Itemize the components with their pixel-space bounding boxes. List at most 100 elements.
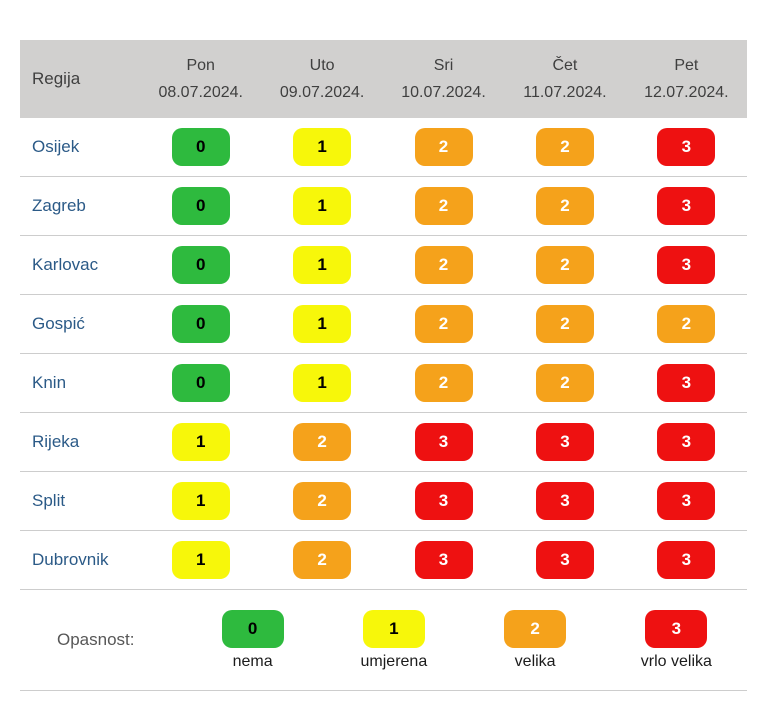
region-name: Rijeka [32,432,80,451]
region-name: Zagreb [32,196,86,215]
day-date: 09.07.2024. [279,83,365,101]
region-name: Split [32,491,66,510]
danger-badge: 2 [293,482,352,520]
legend-badge: 3 [645,609,708,648]
danger-badge: 1 [293,246,352,284]
danger-cell: 3 [504,482,625,520]
danger-badge: 2 [414,128,473,166]
danger-cell: 1 [140,482,261,520]
danger-cell: 3 [626,364,747,402]
danger-cell: 2 [261,541,382,579]
table-row: Karlovac 0 1 2 2 3 [20,236,747,295]
danger-cell: 0 [140,305,261,343]
legend-badge: 1 [362,609,425,648]
danger-badge: 3 [414,541,473,579]
column-header-day-uto: Uto 09.07.2024. [261,40,382,118]
table-row: Knin 0 1 2 2 3 [20,354,747,413]
danger-cell: 2 [383,364,504,402]
danger-badge: 3 [657,423,716,461]
danger-badge: 3 [657,541,716,579]
legend-label: Opasnost: [57,630,135,649]
danger-cell: 3 [383,423,504,461]
danger-badge: 1 [293,364,352,402]
legend: Opasnost: 0 nema 1 umjerena 2 velika 3 vrlo vel… [20,590,747,691]
legend-item-label: nema [232,652,273,670]
danger-cell: 2 [261,423,382,461]
region-name: Knin [32,373,67,392]
danger-badge: 3 [657,128,716,166]
table-header-row: Regija Pon 08.07.2024. Uto 09.07.2024. Sri 10… [20,40,747,118]
danger-cell: 2 [383,305,504,343]
danger-badge: 1 [171,423,230,461]
danger-cell: 3 [626,482,747,520]
danger-cell: 3 [383,541,504,579]
danger-cell: 2 [383,128,504,166]
danger-cell: 2 [626,305,747,343]
legend-item-label: vrlo velika [640,652,712,670]
column-header-day-sri: Sri 10.07.2024. [383,40,504,118]
danger-cell: 1 [140,423,261,461]
danger-cell: 1 [261,246,382,284]
day-name: Pon [186,56,215,74]
danger-cell: 3 [504,423,625,461]
danger-cell: 2 [504,364,625,402]
legend-item: 1 umjerena [323,609,464,671]
danger-badge: 3 [414,482,473,520]
region-name: Dubrovnik [32,550,109,569]
danger-cell: 3 [383,482,504,520]
danger-cell: 3 [504,541,625,579]
danger-badge: 0 [171,128,230,166]
danger-cell: 1 [261,364,382,402]
danger-cell: 2 [383,246,504,284]
legend-badge: 2 [504,609,567,648]
danger-cell: 1 [261,305,382,343]
danger-badge: 3 [657,187,716,225]
day-date: 12.07.2024. [644,83,729,101]
danger-badge: 3 [657,482,716,520]
region-name: Gospić [32,314,85,333]
danger-badge: 2 [535,246,594,284]
danger-cell: 1 [261,187,382,225]
danger-badge: 1 [293,305,352,343]
day-date: 11.07.2024. [523,83,607,101]
danger-cell: 2 [261,482,382,520]
table-row: Dubrovnik 1 2 3 3 3 [20,531,747,590]
danger-cell: 2 [504,128,625,166]
danger-badge: 2 [535,128,594,166]
danger-badge: 3 [535,541,594,579]
fire-danger-table: Regija Pon 08.07.2024. Uto 09.07.2024. Sri 10… [20,40,747,691]
danger-badge: 2 [414,187,473,225]
table-row: Osijek 0 1 2 2 3 [20,118,747,177]
danger-cell: 3 [626,246,747,284]
day-name: Pet [674,56,699,74]
danger-cell: 0 [140,364,261,402]
legend-item-label: umjerena [360,652,428,670]
table-row: Split 1 2 3 3 3 [20,472,747,531]
danger-badge: 2 [414,246,473,284]
danger-badge: 2 [535,305,594,343]
danger-cell: 2 [504,187,625,225]
column-header-region: Regija [32,69,81,88]
region-name: Karlovac [32,255,99,274]
danger-badge: 1 [293,128,352,166]
danger-cell: 2 [504,246,625,284]
danger-badge: 3 [535,482,594,520]
legend-item: 2 velika [465,609,606,671]
table-row: Rijeka 1 2 3 3 3 [20,413,747,472]
day-name: Čet [552,56,578,74]
danger-badge: 1 [171,482,230,520]
danger-cell: 3 [626,541,747,579]
danger-cell: 1 [140,541,261,579]
danger-cell: 0 [140,128,261,166]
table-row: Gospić 0 1 2 2 2 [20,295,747,354]
day-date: 08.07.2024. [158,83,243,101]
danger-badge: 0 [171,364,230,402]
table-body: Osijek 0 1 2 2 3 Zagreb 0 1 2 2 3 Karlovac 0 1 2 2 3 Gospi… [20,118,747,590]
danger-badge: 1 [293,187,352,225]
column-header-day-čet: Čet 11.07.2024. [504,40,625,118]
danger-badge: 2 [535,187,594,225]
danger-badge: 2 [414,305,473,343]
column-header-day-pet: Pet 12.07.2024. [626,40,747,118]
day-name: Uto [309,56,335,74]
danger-cell: 0 [140,246,261,284]
